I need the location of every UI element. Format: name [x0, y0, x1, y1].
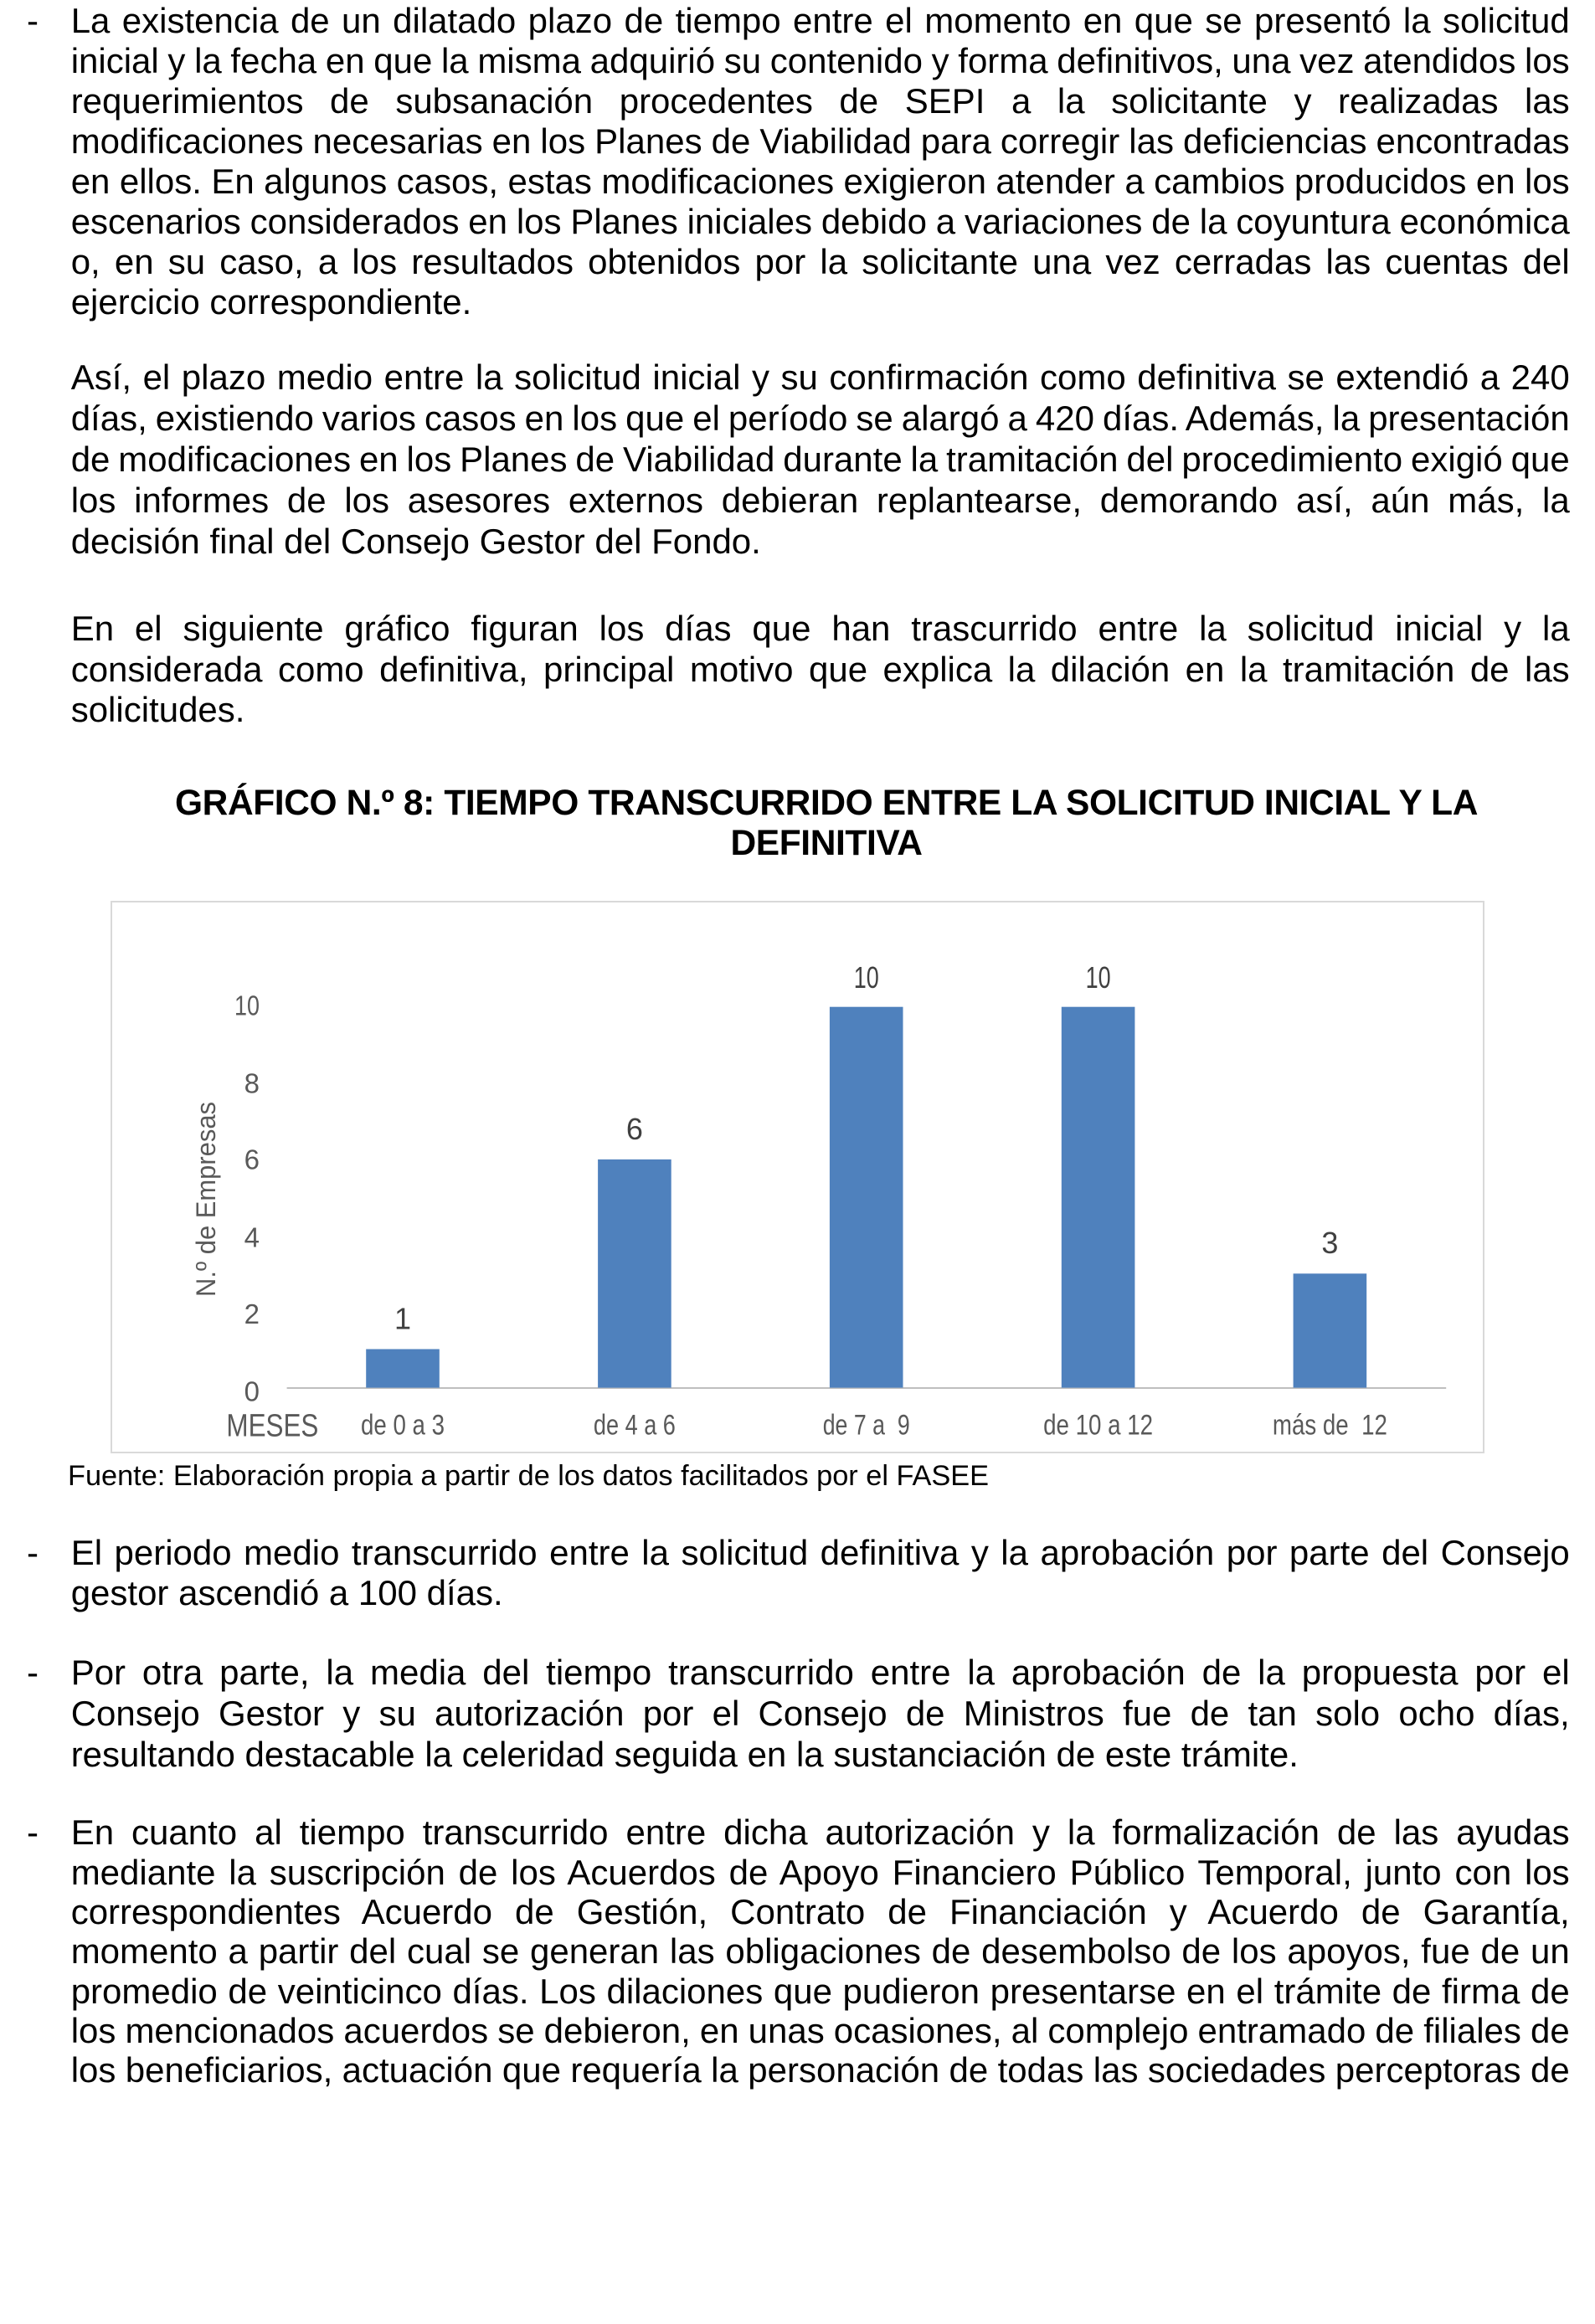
svg-text:3: 3 — [1321, 1226, 1338, 1260]
svg-text:más de 12: más de 12 — [1273, 1410, 1387, 1442]
svg-text:10: 10 — [854, 960, 879, 995]
svg-text:6: 6 — [244, 1144, 260, 1175]
svg-text:N.º de Empresas: N.º de Empresas — [191, 1102, 221, 1297]
svg-text:de 0 a 3: de 0 a 3 — [361, 1410, 445, 1442]
svg-text:1: 1 — [394, 1301, 411, 1335]
svg-text:4: 4 — [244, 1221, 260, 1252]
svg-text:0: 0 — [244, 1376, 260, 1407]
svg-text:8: 8 — [244, 1067, 260, 1098]
svg-text:MESES: MESES — [226, 1409, 318, 1444]
svg-text:de 4 a 6: de 4 a 6 — [594, 1410, 676, 1442]
svg-text:6: 6 — [626, 1112, 643, 1146]
svg-text:de 10 a 12: de 10 a 12 — [1043, 1410, 1153, 1442]
svg-text:10: 10 — [1086, 960, 1111, 995]
svg-text:2: 2 — [244, 1298, 260, 1329]
svg-text:de 7 a 9: de 7 a 9 — [823, 1410, 910, 1442]
svg-text:10: 10 — [234, 990, 260, 1021]
